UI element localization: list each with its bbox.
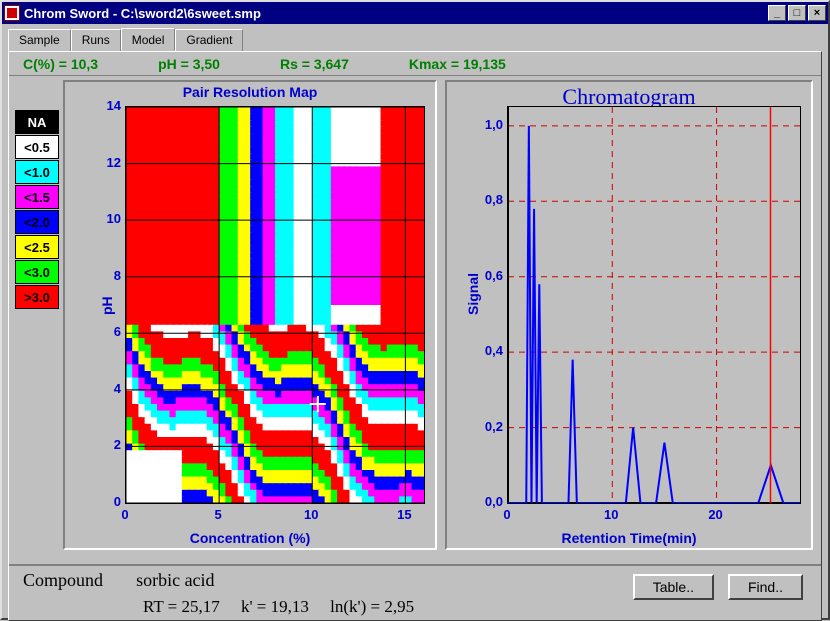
resolution-ytick: 6 [97,324,121,339]
resolution-xtick: 10 [304,507,318,522]
maximize-button[interactable]: □ [788,5,806,21]
chrom-ytick: 0,4 [479,343,503,358]
resolution-plot[interactable] [125,106,425,504]
resolution-xlabel: Concentration (%) [65,530,435,546]
resolution-ytick: 4 [97,381,121,396]
resolution-ytick: 2 [97,437,121,452]
chrom-xtick: 20 [708,507,722,522]
chrom-ytick: 0,2 [479,419,503,434]
resolution-panel: NA<0.5<1.0<1.5<2.0<2.5<3.0>3.0 Pair Reso… [9,76,441,566]
resolution-ytick: 14 [97,98,121,113]
compound-lnk: ln(k') = 2,95 [330,597,414,616]
tabstrip: Sample Runs Model Gradient [2,24,828,51]
app-icon [4,5,20,21]
status-bar: C(%) = 10,3 pH = 3,50 Rs = 3,647 Kmax = … [9,52,821,76]
close-button[interactable]: × [808,5,826,21]
titlebar: Chrom Sword - C:\sword2\6sweet.smp _ □ × [2,2,828,24]
compound-name: sorbic acid [136,570,214,590]
legend-item: <3.0 [15,260,59,284]
tab-gradient[interactable]: Gradient [175,29,243,52]
legend-item: <1.5 [15,185,59,209]
chrom-ytick: 0,6 [479,268,503,283]
compound-label: Compound [23,570,103,590]
resolution-ytick: 0 [97,494,121,509]
legend-item: <0.5 [15,135,59,159]
tab-model[interactable]: Model [121,28,176,51]
chrom-xtick: 0 [503,507,510,522]
table-button[interactable]: Table.. [633,574,714,600]
chrom-xtick: 10 [604,507,618,522]
tab-sample[interactable]: Sample [8,29,71,52]
resolution-xtick: 15 [397,507,411,522]
tab-runs[interactable]: Runs [71,29,121,52]
resolution-xtick: 5 [215,507,222,522]
compound-kprime: k' = 19,13 [241,597,309,616]
compound-bar: Compound sorbic acid RT = 25,17 k' = 19,… [9,564,821,620]
chrom-ytick: 0,8 [479,192,503,207]
status-kmax: Kmax = 19,135 [409,56,506,72]
resolution-ytick: 12 [97,155,121,170]
chromatogram-panel: Chromatogram Signal Retention Time(min) … [441,76,821,566]
resolution-ylabel: pH [99,296,115,315]
resolution-plotbox: Pair Resolution Map pH Concentration (%)… [63,80,437,550]
resolution-legend: NA<0.5<1.0<1.5<2.0<2.5<3.0>3.0 [15,110,59,310]
chrom-ytick: 1,0 [479,117,503,132]
status-ph: pH = 3,50 [158,56,220,72]
resolution-xtick: 0 [121,507,128,522]
window-title: Chrom Sword - C:\sword2\6sweet.smp [24,6,768,21]
chromatogram-xlabel: Retention Time(min) [447,530,811,546]
chromatogram-plotbox: Chromatogram Signal Retention Time(min) … [445,80,813,550]
status-c: C(%) = 10,3 [23,56,98,72]
tab-panel: C(%) = 10,3 pH = 3,50 Rs = 3,647 Kmax = … [8,51,822,621]
chromatogram-plot[interactable] [507,106,801,504]
legend-item: <1.0 [15,160,59,184]
compound-rt: RT = 25,17 [143,597,220,616]
legend-item: <2.5 [15,235,59,259]
find-button[interactable]: Find.. [728,574,803,600]
chrom-ytick: 0,0 [479,494,503,509]
legend-item: >3.0 [15,285,59,309]
resolution-ytick: 8 [97,268,121,283]
minimize-button[interactable]: _ [768,5,786,21]
button-row: Table.. Find.. [619,574,803,600]
legend-item: NA [15,110,59,134]
resolution-ytick: 10 [97,211,121,226]
status-rs: Rs = 3,647 [280,56,349,72]
compound-text: Compound sorbic acid RT = 25,17 k' = 19,… [23,570,414,617]
app-window: Chrom Sword - C:\sword2\6sweet.smp _ □ ×… [0,0,830,620]
window-controls: _ □ × [768,5,826,21]
legend-item: <2.0 [15,210,59,234]
content-row: NA<0.5<1.0<1.5<2.0<2.5<3.0>3.0 Pair Reso… [9,76,821,566]
